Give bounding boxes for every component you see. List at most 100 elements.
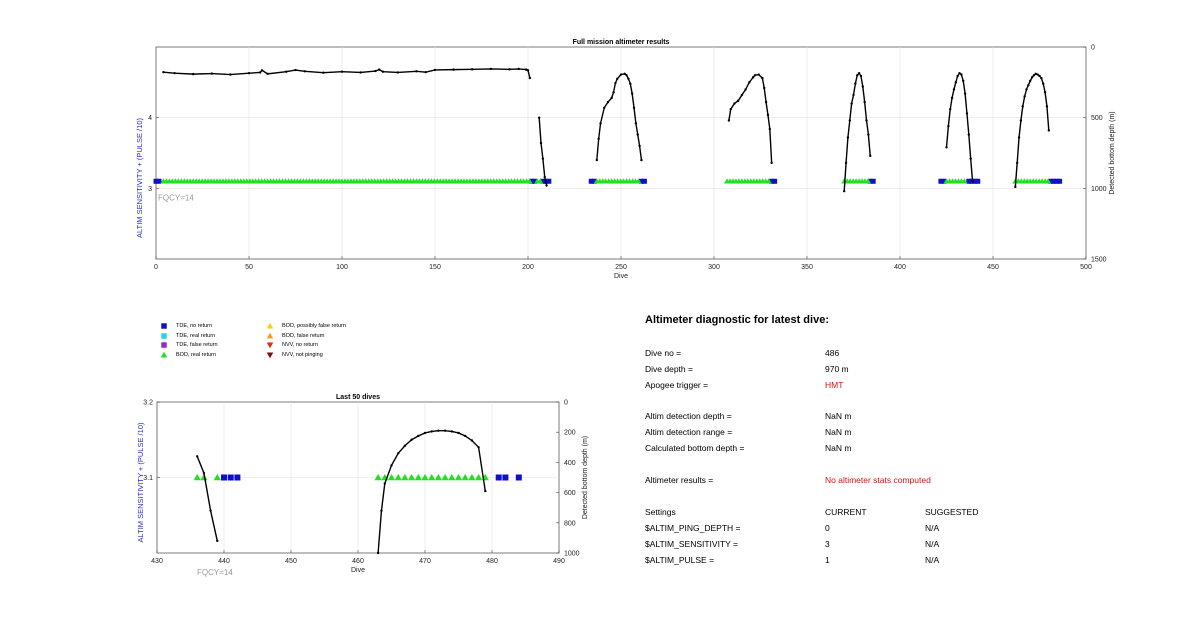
- depth-point: [606, 100, 610, 104]
- depth-point: [850, 102, 853, 105]
- depth-point: [526, 69, 530, 72]
- x-tick-label: 350: [801, 264, 813, 271]
- diag-value: NaN m: [825, 411, 852, 421]
- depth-point: [1029, 79, 1032, 83]
- bod-marker: [635, 178, 642, 184]
- legend-symbol: [161, 323, 167, 329]
- depth-point: [967, 133, 971, 136]
- legend-symbol: [266, 342, 274, 349]
- tde-marker: [1051, 178, 1057, 184]
- diag-value: No altimeter stats computed: [825, 475, 931, 485]
- tde-marker: [938, 178, 944, 184]
- depth-point: [543, 175, 546, 179]
- diag-row-altimeter-results: Altimeter results = No altimeter stats c…: [645, 475, 1165, 487]
- tde-marker: [591, 178, 597, 184]
- depth-point: [627, 77, 630, 81]
- bod-marker: [394, 473, 402, 481]
- depth-point: [374, 69, 377, 73]
- legend-item: NVV, no return: [266, 341, 318, 349]
- settings-header: Settings CURRENT SUGGESTED: [645, 507, 1165, 519]
- triangle-marker-icon: [160, 351, 168, 357]
- legend-item: BOD, real return: [160, 351, 216, 359]
- x-tick-label: 50: [245, 264, 253, 271]
- setting-row-ping-depth: $ALTIM_PING_DEPTH = 0 N/A: [645, 523, 1165, 535]
- depth-point: [861, 85, 864, 88]
- depth-point: [403, 444, 407, 447]
- tde-marker: [772, 178, 778, 184]
- bod-marker: [434, 473, 442, 481]
- diag-row-dive-depth: Dive depth = 970 m: [645, 364, 1165, 376]
- diag-key: Dive depth =: [645, 364, 693, 374]
- legend-label: TDE, false return: [176, 342, 218, 348]
- depth-point: [340, 70, 344, 73]
- depth-point: [971, 180, 974, 183]
- depth-point: [216, 539, 219, 543]
- y-axis-label-right: Detected bottom depth (m): [1109, 111, 1116, 194]
- y-tick-label-left: 3.2: [143, 400, 153, 407]
- x-tick-label: 450: [987, 264, 999, 271]
- depth-point: [471, 68, 474, 71]
- tde-marker: [966, 178, 972, 184]
- square-marker-icon: [161, 332, 167, 339]
- setting-current: 1: [825, 555, 830, 565]
- depth-point: [378, 68, 381, 71]
- y-tick-label-right: 0: [564, 400, 568, 407]
- bod-marker: [475, 473, 483, 481]
- depth-point: [1015, 161, 1019, 165]
- setting-suggested: N/A: [925, 555, 940, 565]
- depth-point: [603, 106, 606, 109]
- depth-point: [952, 88, 956, 91]
- depth-point: [960, 73, 963, 76]
- depth-point: [757, 73, 760, 76]
- diag-value: 970 m: [825, 364, 849, 374]
- diag-key: Apogee trigger =: [645, 380, 709, 390]
- bod-marker: [193, 473, 201, 481]
- tde-marker: [540, 178, 546, 184]
- bod-marker: [213, 473, 221, 481]
- legend-label: TDE, real return: [176, 332, 216, 339]
- y-tick-label-right: 1500: [1091, 257, 1107, 264]
- depth-point: [595, 158, 599, 162]
- depth-line: [728, 73, 773, 163]
- depth-point: [753, 74, 757, 77]
- depth-point: [867, 133, 870, 136]
- depth-point: [470, 439, 474, 442]
- triangle-marker-icon: [266, 322, 274, 329]
- depth-point: [285, 70, 288, 73]
- diag-row-bottom-depth: Calculated bottom depth = NaN m: [645, 443, 1165, 455]
- bod-marker: [401, 473, 409, 481]
- x-tick-label: 470: [419, 558, 431, 565]
- legend-label: NVV, no return: [282, 342, 318, 348]
- depth-point: [508, 68, 511, 71]
- tde-marker: [156, 178, 162, 184]
- bod-marker: [537, 178, 544, 184]
- setting-key: $ALTIM_PING_DEPTH =: [645, 523, 741, 533]
- bod-marker: [200, 473, 208, 481]
- depth-point: [634, 122, 638, 125]
- y-tick-label-right: 800: [564, 520, 576, 527]
- depth-point: [322, 71, 325, 74]
- depth-point: [477, 446, 480, 449]
- depth-point: [1047, 129, 1051, 132]
- depth-point: [848, 119, 851, 122]
- depth-point: [396, 71, 399, 74]
- depth-point: [424, 70, 427, 74]
- depth-point: [1027, 83, 1030, 87]
- depth-point: [433, 68, 437, 72]
- legend-symbol: [266, 322, 274, 329]
- depth-point: [748, 81, 751, 84]
- legend-item: BOD, possibly false return: [266, 322, 346, 330]
- diag-value: 486: [825, 348, 840, 358]
- tde-marker: [870, 178, 876, 184]
- tde-marker: [502, 474, 509, 481]
- bod-marker: [1045, 178, 1052, 184]
- full-mission-chart: 0 50 100 150 200 250 300 350 400 450 500 3 4 0 500 1000…: [135, 39, 1116, 280]
- tde-marker: [641, 178, 647, 184]
- tde-marker: [234, 474, 241, 481]
- x-tick-label: 0: [154, 264, 158, 271]
- depth-point: [1036, 73, 1039, 76]
- bod-marker: [765, 178, 772, 184]
- depth-point: [359, 71, 362, 74]
- depth-point: [599, 122, 602, 125]
- tde-marker: [495, 474, 502, 481]
